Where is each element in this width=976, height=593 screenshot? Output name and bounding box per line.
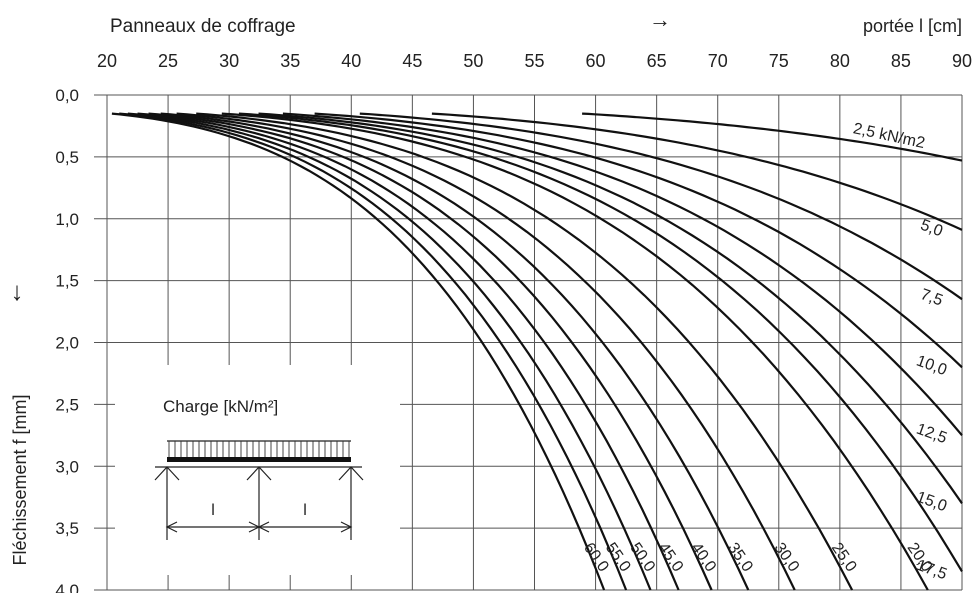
beam: [167, 457, 351, 462]
series-labels: 2,5 kN/m25,07,510,012,515,017,520,025,03…: [580, 120, 949, 583]
curves: [111, 112, 963, 591]
x-tick-label: 75: [769, 51, 789, 71]
x-tick-label: 40: [341, 51, 361, 71]
series-label: 25,0: [828, 540, 860, 575]
load-diagram-label: Charge [kN/m²]: [163, 397, 278, 416]
y-tick-label: 2,5: [55, 395, 79, 414]
x-tick-label: 30: [219, 51, 239, 71]
span-label-right: l: [303, 502, 307, 519]
x-tick-labels: 20 25 30 35 40 45 50 55 60 65 70 75 80 85 90: [97, 51, 972, 71]
x-tick-label: 35: [280, 51, 300, 71]
x-tick-label: 55: [524, 51, 544, 71]
chart-title: Panneaux de coffrage: [110, 16, 296, 37]
series-label: 30,0: [770, 540, 802, 575]
series-label: 50,0: [626, 540, 658, 575]
curve-2-5-kN-m2: [582, 112, 963, 162]
series-label: 10,0: [914, 353, 949, 380]
series-label: 5,0: [918, 217, 945, 241]
y-tick-label: 0,5: [55, 148, 79, 167]
arrow-right-glyph: →: [649, 7, 671, 32]
curve-17-5: [238, 112, 963, 572]
span-dimension: [165, 521, 353, 533]
series-label: 45,0: [654, 540, 686, 575]
supports: [154, 466, 364, 540]
y-tick-label: 0,0: [55, 86, 79, 105]
x-tick-label: 20: [97, 51, 117, 71]
x-tick-label: 50: [463, 51, 483, 71]
distributed-load: [167, 440, 351, 457]
load-diagram-background: [115, 365, 400, 575]
x-tick-label: 65: [647, 51, 667, 71]
curve-7-5: [359, 112, 963, 301]
x-tick-label: 80: [830, 51, 850, 71]
curve-5-0: [431, 112, 963, 231]
y-tick-label: 1,5: [55, 272, 79, 291]
y-tick-label: 3,5: [55, 519, 79, 538]
x-tick-label: 85: [891, 51, 911, 71]
curve-40-0: [148, 112, 713, 591]
series-label: 35,0: [724, 540, 756, 575]
x-tick-label: 90: [952, 51, 972, 71]
series-label: 15,0: [914, 489, 949, 516]
curve-15-0: [258, 112, 963, 505]
arrow-down-glyph: ↓: [11, 276, 24, 306]
curve-12-5: [282, 112, 963, 437]
series-label: 12,5: [914, 421, 949, 448]
curve-55-0: [119, 112, 628, 591]
y-tick-labels: 0,0 0,5 1,0 1,5 2,0 2,5 3,0 3,5 4,0: [55, 86, 79, 593]
y-tick-label: 4,0: [55, 581, 79, 593]
curve-25-0: [196, 112, 854, 591]
curve-10-0: [314, 112, 963, 369]
curve-20-0: [221, 112, 929, 591]
curve-30-0: [176, 112, 796, 591]
curve-50-0: [127, 112, 652, 591]
x-tick-label: 25: [158, 51, 178, 71]
load-diagram: Charge [kN/m²] l l: [115, 365, 400, 575]
y-axis-title: Fléchissement f [mm]: [10, 394, 30, 565]
y-tick-label: 2,0: [55, 334, 79, 353]
x-tick-label: 70: [708, 51, 728, 71]
curve-35-0: [160, 112, 750, 591]
x-tick-label: 60: [586, 51, 606, 71]
curve-60-0: [111, 112, 606, 591]
curve-45-0: [137, 112, 680, 591]
series-label: 40,0: [687, 540, 719, 575]
x-axis-title: portée l [cm]: [863, 16, 962, 36]
x-tick-label: 45: [402, 51, 422, 71]
y-tick-label: 1,0: [55, 210, 79, 229]
series-label: 7,5: [918, 286, 945, 310]
span-label-left: l: [211, 502, 215, 519]
load-hatching: [168, 441, 350, 457]
y-tick-label: 3,0: [55, 457, 79, 476]
